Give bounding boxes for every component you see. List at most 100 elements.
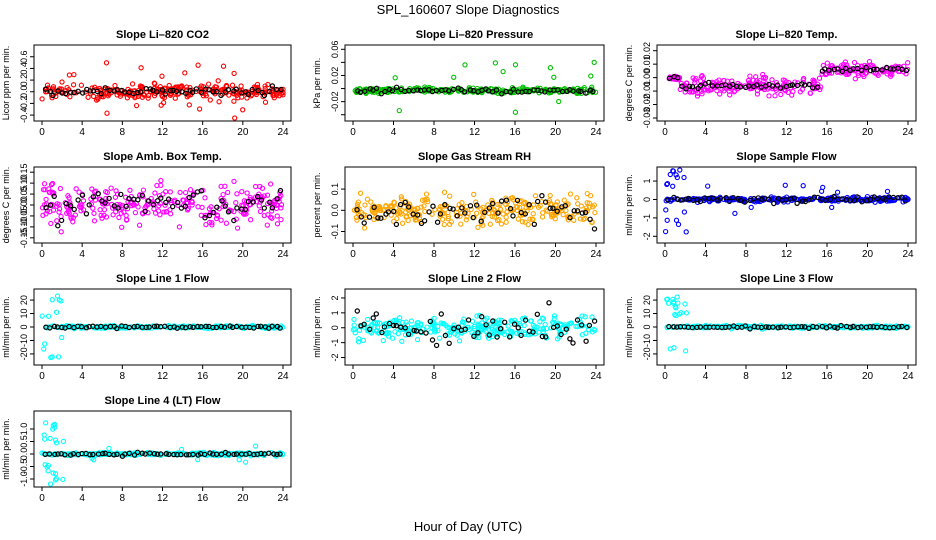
data-point-black xyxy=(558,331,564,338)
y-tick-label: -2 xyxy=(330,354,340,362)
data-point-black xyxy=(737,84,744,90)
data-point-black xyxy=(683,86,689,92)
x-tick-label: 8 xyxy=(431,249,437,260)
data-point-black xyxy=(277,325,283,331)
data-point xyxy=(551,313,558,319)
data-point xyxy=(276,93,282,99)
data-point xyxy=(861,323,867,330)
x-tick-label: 24 xyxy=(590,127,602,138)
data-point xyxy=(399,220,406,226)
y-tick-label: 0.00 xyxy=(19,196,29,214)
data-point-black xyxy=(366,214,373,220)
data-point xyxy=(42,462,48,468)
data-point-black xyxy=(171,324,177,330)
y-tick-label: -1.0 xyxy=(19,471,29,487)
data-point xyxy=(354,217,360,223)
data-point xyxy=(537,319,543,325)
data-point xyxy=(824,60,830,66)
data-point-black xyxy=(567,336,573,342)
data-point-black xyxy=(258,450,264,457)
x-tick-label: 24 xyxy=(277,493,289,504)
data-point xyxy=(438,320,444,326)
data-point-black xyxy=(86,202,92,208)
data-point xyxy=(423,191,430,197)
data-point xyxy=(50,207,57,213)
data-point xyxy=(561,197,567,203)
data-point-black xyxy=(442,332,449,339)
data-point-black xyxy=(769,83,776,89)
data-point xyxy=(393,317,400,323)
data-point-black xyxy=(221,324,228,330)
data-point-black xyxy=(507,334,513,340)
data-point-black xyxy=(882,196,888,203)
data-point xyxy=(521,322,527,329)
data-point-black xyxy=(510,86,517,92)
x-tick-label: 4 xyxy=(391,127,397,138)
data-point-black xyxy=(225,209,232,215)
data-point xyxy=(105,93,111,99)
data-point-black xyxy=(891,324,897,331)
data-point xyxy=(675,300,681,306)
data-point xyxy=(705,183,711,189)
data-point-black xyxy=(43,204,49,211)
data-point-black xyxy=(190,324,196,330)
data-point xyxy=(54,293,61,299)
data-point xyxy=(750,77,756,83)
x-tick-label: 16 xyxy=(197,371,209,382)
data-point-black xyxy=(213,451,220,457)
chart-panel-4: Slope Amb. Box Temp. degrees C per min. 0 4… xyxy=(1,151,292,260)
data-point-black xyxy=(832,324,838,330)
data-point xyxy=(441,189,448,195)
data-point-black xyxy=(233,451,240,457)
data-point-black xyxy=(62,452,68,458)
x-tick-label: 0 xyxy=(39,249,45,260)
data-point-black xyxy=(190,451,196,458)
data-point xyxy=(243,207,250,213)
data-point xyxy=(544,208,551,214)
data-point-black xyxy=(794,200,800,206)
data-point xyxy=(267,214,274,220)
x-tick-label: 0 xyxy=(39,493,45,504)
x-tick-label: 8 xyxy=(120,371,126,382)
data-point-black xyxy=(858,67,865,74)
data-point-black xyxy=(213,324,220,331)
data-point-black xyxy=(462,89,468,95)
data-point-black xyxy=(446,340,452,346)
data-point-black xyxy=(874,195,880,202)
y-axis-label: kPa per min. xyxy=(312,58,322,109)
y-tick-label: -0.4 xyxy=(19,107,29,123)
data-point-black xyxy=(870,66,877,73)
data-point-black xyxy=(666,323,672,330)
data-point xyxy=(500,211,506,217)
data-point xyxy=(202,91,209,97)
data-point-black xyxy=(189,89,196,96)
data-point xyxy=(554,336,561,342)
data-point-black xyxy=(354,206,360,213)
data-point-black xyxy=(75,197,81,203)
y-tick-label: 0.0 xyxy=(19,85,29,98)
data-point xyxy=(532,324,538,330)
data-point xyxy=(540,328,546,335)
data-point xyxy=(355,339,362,345)
data-point xyxy=(399,338,405,344)
data-point xyxy=(157,212,163,218)
data-point-black xyxy=(902,198,909,204)
x-tick-label: 8 xyxy=(120,493,126,504)
data-point-black xyxy=(146,324,152,330)
data-point xyxy=(264,192,271,198)
data-point xyxy=(45,313,52,319)
data-point xyxy=(855,72,862,79)
data-point xyxy=(57,185,64,192)
data-point-black xyxy=(838,322,844,329)
data-point xyxy=(522,219,528,225)
data-point xyxy=(236,457,242,463)
data-point xyxy=(53,440,60,446)
data-point xyxy=(410,206,417,212)
data-point xyxy=(136,222,143,228)
data-point-black xyxy=(543,334,549,340)
panel-title: Slope Gas Stream RH xyxy=(418,151,531,163)
data-point xyxy=(731,89,737,95)
data-point-black xyxy=(863,64,869,71)
data-point-black xyxy=(427,318,433,325)
data-point xyxy=(50,422,56,429)
